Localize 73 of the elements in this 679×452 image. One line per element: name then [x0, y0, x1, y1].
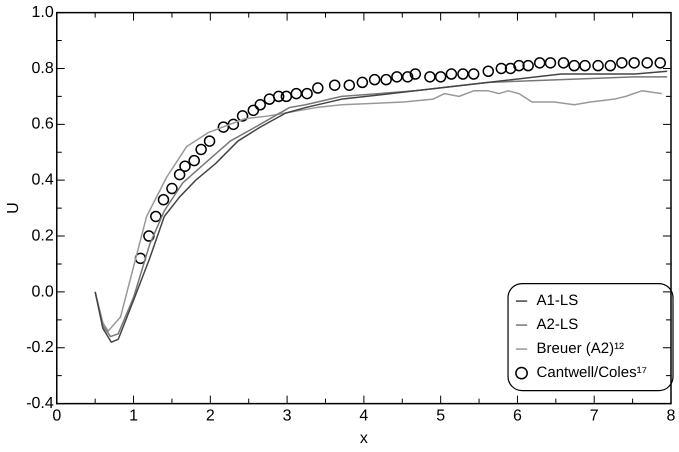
point	[236, 110, 248, 122]
point	[513, 60, 525, 72]
x-tick-label: 5	[436, 408, 446, 425]
y-tick-label: 0.4	[32, 172, 54, 189]
x-tick-label: 4	[359, 408, 368, 425]
x-tick-label: 3	[282, 408, 292, 425]
point	[204, 135, 216, 147]
point	[195, 144, 207, 156]
point	[179, 160, 191, 172]
point	[654, 57, 666, 69]
point	[290, 88, 302, 100]
point	[312, 82, 324, 94]
point	[558, 57, 570, 69]
point	[272, 90, 284, 102]
y-tick-label: 0.6	[32, 116, 54, 133]
point	[504, 62, 516, 74]
point	[402, 71, 414, 83]
x-tick-label: 2	[206, 408, 215, 425]
x-tick-label: 0	[52, 408, 62, 425]
point	[344, 79, 356, 91]
point	[410, 68, 422, 80]
point	[158, 194, 170, 206]
point	[150, 210, 162, 222]
point	[482, 66, 494, 77]
y-tick-label: 1.0	[32, 4, 54, 22]
point	[522, 60, 534, 72]
point	[356, 76, 368, 88]
x-axis-title: x	[360, 430, 368, 447]
legend-label: A2-LS	[536, 316, 578, 334]
point	[628, 57, 640, 69]
legend-label: Breuer (A2)¹²	[536, 340, 624, 358]
x-tick-label: 1	[129, 408, 138, 425]
point	[143, 230, 155, 242]
x-tick-label: 7	[590, 408, 599, 425]
point	[616, 57, 628, 69]
point	[391, 71, 403, 83]
point	[424, 71, 436, 83]
point	[228, 118, 240, 130]
x-tick-label: 8	[666, 408, 676, 425]
point	[592, 60, 604, 72]
legend-label: A1-LS	[536, 292, 578, 310]
point	[218, 121, 230, 133]
y-axis-title: U	[5, 202, 22, 214]
point	[174, 168, 186, 180]
point	[457, 68, 469, 80]
point	[264, 93, 276, 105]
point	[568, 60, 580, 72]
legend-label: Cantwell/Coles¹⁷	[536, 364, 648, 382]
y-tick-label: -0.4	[26, 395, 54, 412]
y-tick-label: 0.2	[32, 227, 54, 244]
x-tick-label: 6	[512, 408, 522, 425]
point	[534, 57, 546, 69]
point	[380, 74, 392, 86]
point	[468, 68, 480, 80]
point	[134, 252, 146, 264]
point	[254, 99, 266, 111]
point	[434, 71, 446, 83]
y-tick-label: -0.2	[26, 339, 54, 356]
point	[368, 74, 380, 86]
point	[604, 60, 616, 72]
point	[544, 57, 556, 69]
point	[446, 68, 458, 80]
point	[579, 60, 591, 72]
point	[248, 104, 260, 116]
y-tick-label: 0.0	[32, 283, 54, 300]
point	[641, 57, 653, 69]
point	[280, 90, 292, 102]
y-tick-label: 0.8	[32, 60, 54, 77]
point	[166, 182, 178, 194]
point	[188, 154, 200, 166]
point	[328, 79, 340, 91]
point	[496, 62, 508, 74]
point	[301, 88, 313, 100]
